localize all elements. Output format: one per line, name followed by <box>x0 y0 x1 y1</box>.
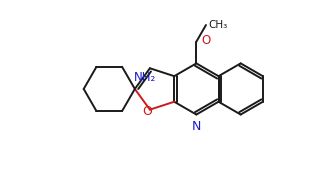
Text: O: O <box>142 105 152 118</box>
Text: NH₂: NH₂ <box>134 71 156 84</box>
Text: N: N <box>192 120 201 133</box>
Text: CH₃: CH₃ <box>208 20 227 30</box>
Text: O: O <box>201 34 210 47</box>
